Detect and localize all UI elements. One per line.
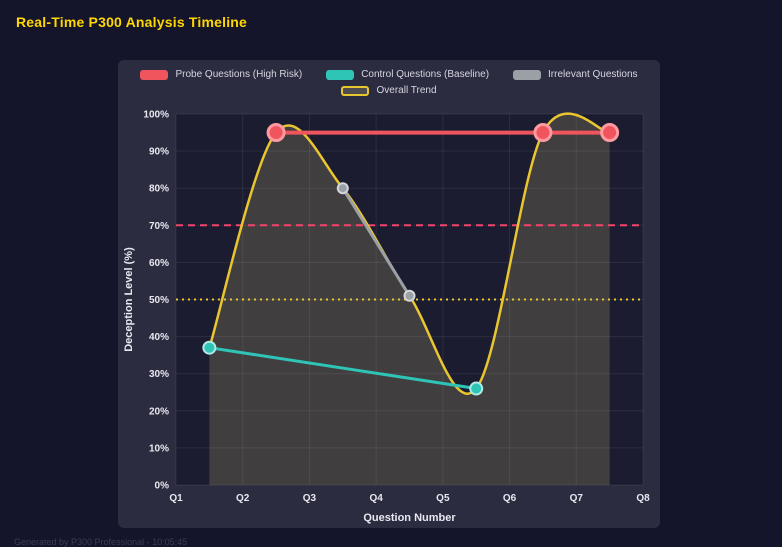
svg-text:100%: 100% — [143, 110, 169, 121]
svg-text:30%: 30% — [149, 369, 169, 380]
svg-text:Deception Level (%): Deception Level (%) — [123, 247, 135, 352]
chart-card: Probe Questions (High Risk) Control Quest… — [118, 60, 660, 528]
svg-text:Question Number: Question Number — [363, 512, 456, 524]
legend-label: Overall Trend — [376, 85, 437, 96]
footer-note: Generated by P300 Professional - 10:05:4… — [14, 537, 188, 547]
legend-row: Probe Questions (High Risk) Control Quest… — [118, 69, 660, 80]
legend-item-control-questions-baseline[interactable]: Control Questions (Baseline) — [326, 69, 489, 80]
svg-text:70%: 70% — [149, 221, 169, 232]
svg-text:Q5: Q5 — [436, 493, 450, 504]
chart-legend: Probe Questions (High Risk) Control Quest… — [118, 60, 660, 104]
svg-text:50%: 50% — [149, 295, 169, 306]
legend-swatch — [140, 69, 169, 80]
svg-text:Q3: Q3 — [303, 493, 317, 504]
legend-label: Probe Questions (High Risk) — [175, 69, 303, 80]
svg-text:80%: 80% — [149, 184, 169, 195]
legend-row: Overall Trend — [118, 85, 660, 96]
svg-text:Q8: Q8 — [636, 493, 650, 504]
svg-text:0%: 0% — [155, 481, 170, 492]
svg-text:Q1: Q1 — [169, 493, 183, 504]
svg-text:60%: 60% — [149, 258, 169, 269]
svg-text:Q4: Q4 — [369, 493, 383, 504]
legend-item-overall-trend[interactable]: Overall Trend — [341, 85, 437, 96]
svg-text:Q6: Q6 — [503, 493, 517, 504]
legend-item-probe-questions-high-risk[interactable]: Probe Questions (High Risk) — [140, 69, 302, 80]
page-title: Real-Time P300 Analysis Timeline — [16, 14, 248, 30]
svg-text:40%: 40% — [149, 332, 169, 343]
legend-swatch — [326, 69, 355, 80]
svg-text:10%: 10% — [149, 443, 169, 454]
legend-label: Control Questions (Baseline) — [361, 69, 490, 80]
svg-text:Q7: Q7 — [570, 493, 584, 504]
svg-text:90%: 90% — [149, 147, 169, 158]
legend-item-irrelevant-questions[interactable]: Irrelevant Questions — [513, 69, 638, 80]
svg-text:Q2: Q2 — [236, 493, 250, 504]
chart-canvas: 0% 10% 20% 30% 40% 50% 60% 70% 80% 90% 100% Q1 Q2 Q3 Q… — [123, 110, 650, 525]
legend-swatch — [513, 69, 542, 80]
legend-label: Irrelevant Questions — [548, 69, 638, 80]
legend-swatch — [341, 85, 370, 96]
svg-text:20%: 20% — [149, 406, 169, 417]
